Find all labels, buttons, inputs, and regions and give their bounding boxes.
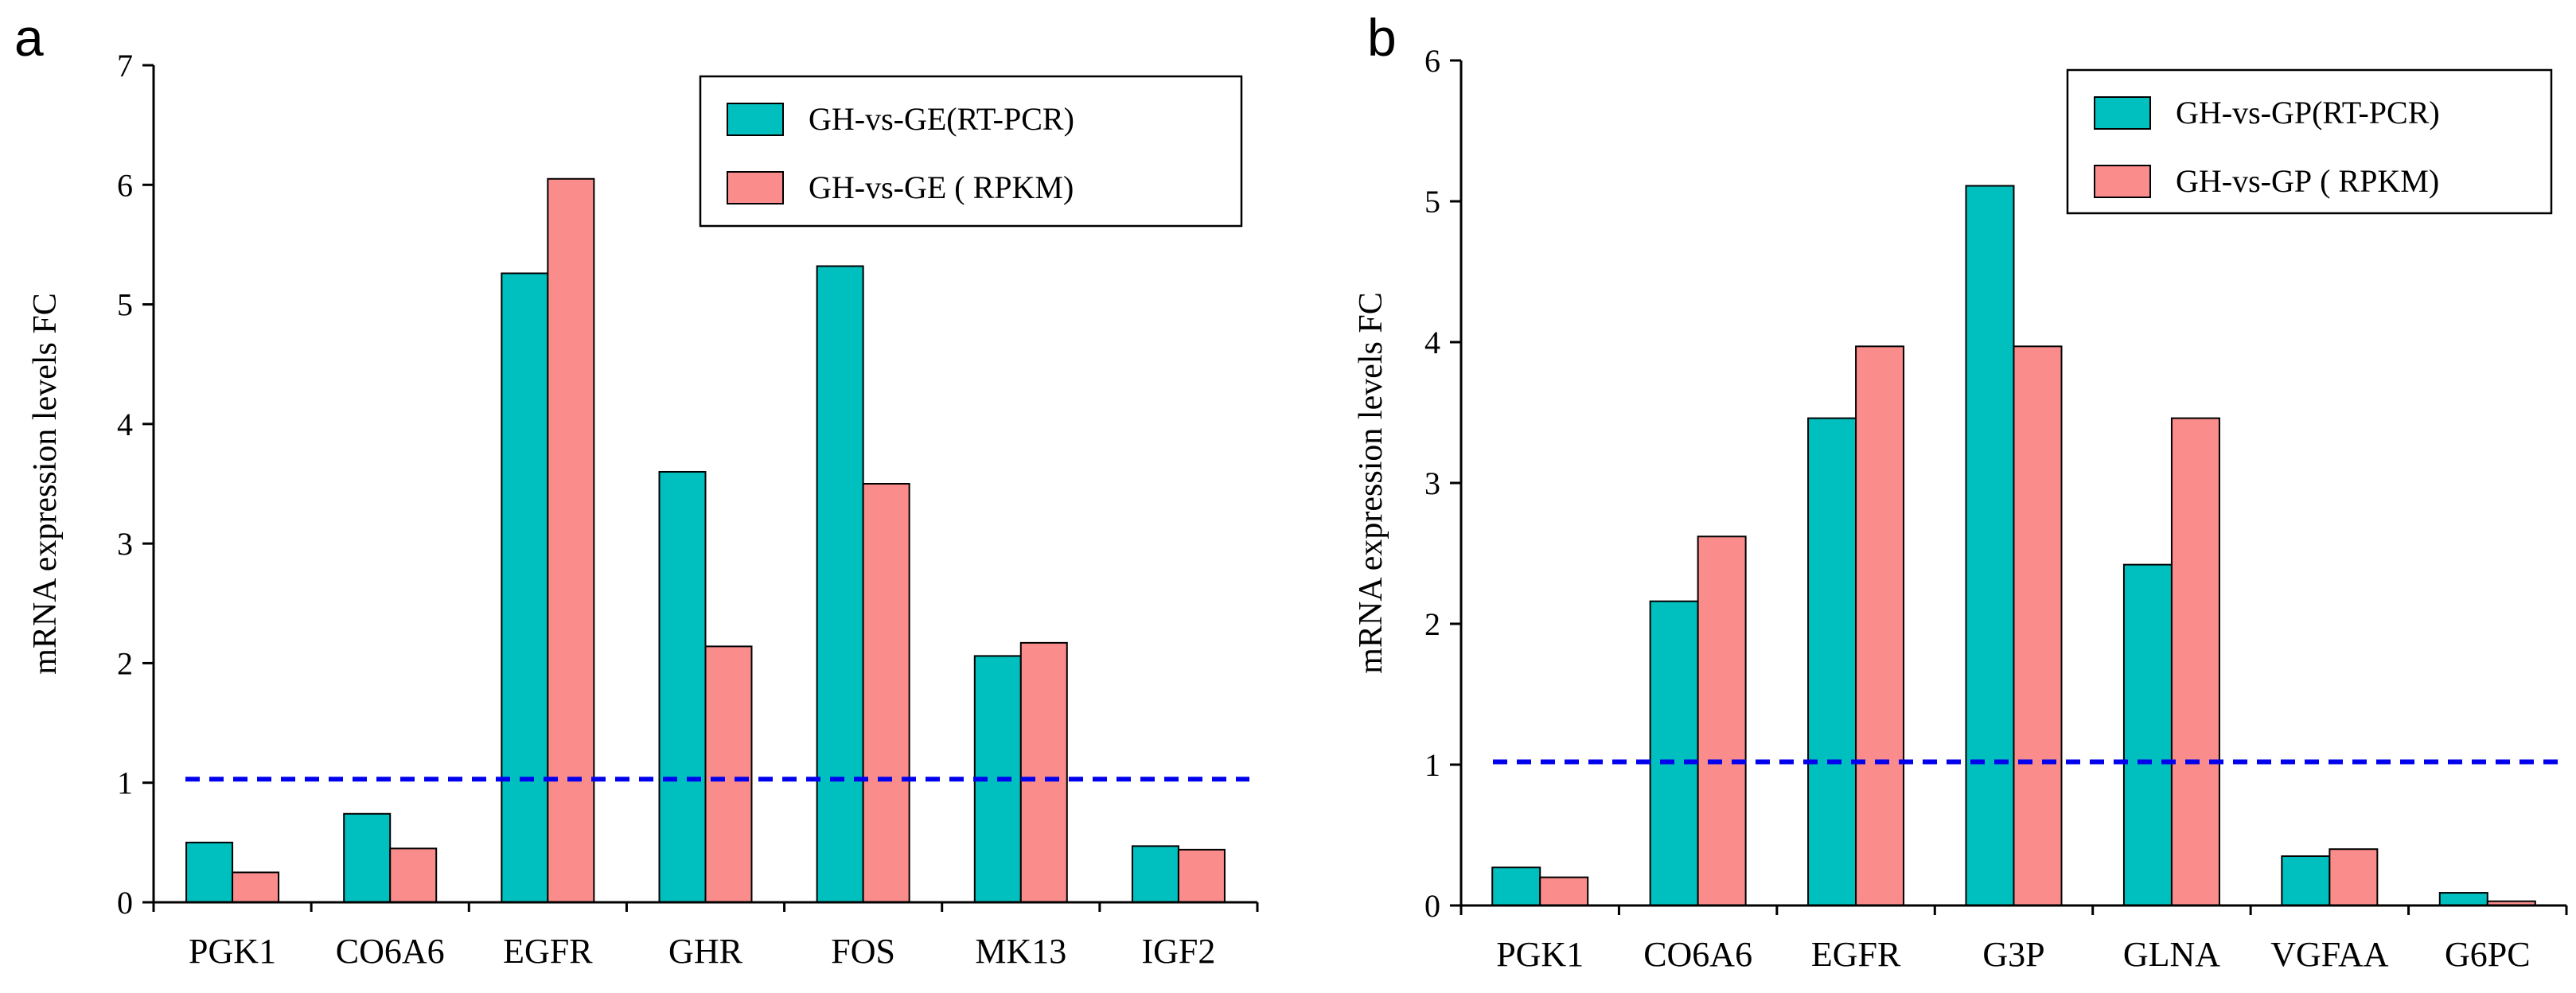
- legend-label-rpkm: GH-vs-GP ( RPKM): [2176, 163, 2439, 199]
- y-tick-label: 2: [117, 645, 133, 681]
- bar-rpkm-co6a6: [389, 847, 438, 904]
- bar-rtpcr-igf2: [1131, 845, 1179, 904]
- bar-rtpcr-glna: [2122, 563, 2173, 906]
- y-tick-label: 4: [117, 407, 133, 442]
- x-tick-label: PGK1: [1496, 935, 1584, 974]
- x-tick-label: CO6A6: [336, 932, 445, 971]
- bar-rpkm-co6a6: [1697, 535, 1747, 906]
- bar-rpkm-glna: [2170, 417, 2220, 906]
- legend: [699, 75, 1243, 228]
- y-tick-label: 7: [117, 48, 133, 84]
- y-tick-label: 5: [1424, 184, 1440, 220]
- y-tick-label: 0: [117, 885, 133, 921]
- x-tick-label: VGFAA: [2270, 935, 2389, 974]
- legend-swatch-rtpcr: [2094, 96, 2151, 130]
- y-tick-label: 4: [1424, 325, 1440, 360]
- x-tick-label: CO6A6: [1643, 935, 1752, 974]
- y-tick-label: 2: [1424, 606, 1440, 642]
- x-tick-label: PGK1: [189, 932, 276, 971]
- bar-rtpcr-egfr: [501, 272, 549, 903]
- bar-rpkm-fos: [862, 483, 910, 903]
- bar-rtpcr-co6a6: [1649, 600, 1699, 906]
- bar-rpkm-g3p: [2013, 345, 2063, 906]
- y-axis-label: mRNA expression levels FC: [1353, 292, 1389, 674]
- bar-rpkm-vgfaa: [2329, 848, 2379, 906]
- bar-rtpcr-g6pc: [2438, 892, 2488, 906]
- bar-rpkm-pgk1: [232, 871, 280, 904]
- bar-rtpcr-g3p: [1965, 185, 2015, 906]
- bar-rpkm-egfr: [1855, 345, 1905, 906]
- legend-label-rtpcr: GH-vs-GE(RT-PCR): [809, 101, 1074, 137]
- x-tick-label: G3P: [1982, 935, 2044, 974]
- y-tick-label: 3: [117, 526, 133, 562]
- y-tick-label: 6: [1424, 43, 1440, 79]
- y-tick-label: 5: [117, 287, 133, 323]
- legend-swatch-rpkm: [727, 171, 784, 204]
- bar-rpkm-egfr: [547, 177, 595, 903]
- y-tick-label: 0: [1424, 888, 1440, 924]
- bar-rtpcr-vgfaa: [2281, 855, 2331, 907]
- panel-label: b: [1367, 8, 1397, 67]
- x-tick-label: EGFR: [503, 932, 593, 971]
- bar-rpkm-igf2: [1177, 848, 1226, 903]
- chart-panel-b: b mRNA expression levels FC PGK1 CO6A6 EGFR G…: [1353, 8, 2568, 974]
- x-tick-label: EGFR: [1811, 935, 1901, 974]
- x-tick-label: GLNA: [2123, 935, 2220, 974]
- bar-rtpcr-co6a6: [343, 812, 392, 903]
- bar-rpkm-pgk1: [1539, 876, 1589, 906]
- legend-label-rtpcr: GH-vs-GP(RT-PCR): [2176, 95, 2440, 130]
- y-tick-label: 3: [1424, 465, 1440, 501]
- y-tick-label: 6: [117, 167, 133, 203]
- bar-rtpcr-fos: [816, 265, 864, 904]
- legend-label-rpkm: GH-vs-GE ( RPKM): [809, 169, 1074, 205]
- panel-label: a: [14, 8, 44, 67]
- x-tick-label: FOS: [831, 932, 895, 971]
- bar-rtpcr-ghr: [658, 470, 707, 903]
- bar-rtpcr-egfr: [1807, 417, 1857, 906]
- x-tick-label: MK13: [975, 932, 1066, 971]
- x-tick-label: GHR: [668, 932, 743, 971]
- x-tick-label: IGF2: [1141, 932, 1215, 971]
- bar-rtpcr-pgk1: [1491, 866, 1541, 906]
- chart-panel-a: a mRNA expression levels FC PGK1 CO6A6 EGFR G…: [14, 8, 1259, 971]
- legend-swatch-rtpcr: [727, 103, 784, 136]
- y-tick-label: 1: [1424, 747, 1440, 783]
- y-tick-label: 1: [117, 765, 133, 801]
- y-axis-label: mRNA expression levels FC: [27, 293, 64, 675]
- bar-rtpcr-pgk1: [185, 841, 234, 904]
- legend-swatch-rpkm: [2094, 165, 2151, 198]
- bar-rpkm-ghr: [704, 645, 753, 903]
- bar-rpkm-mk13: [1019, 641, 1068, 903]
- x-tick-label: G6PC: [2445, 935, 2531, 974]
